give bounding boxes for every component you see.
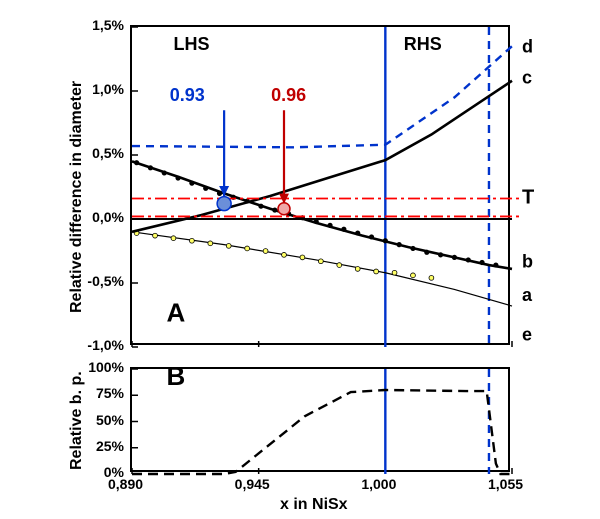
ytick-label: 1,0% (92, 81, 124, 97)
ytick-label: 1,5% (92, 17, 124, 33)
svg-text:b: b (522, 252, 533, 272)
x-axis-title: x in NiSx (280, 496, 348, 514)
svg-text:0.96: 0.96 (271, 85, 306, 105)
figure-container: LHS RHS 0.93 0.96 dc Tbae A B Relative differe… (0, 0, 600, 519)
ytick-label: -0,5% (87, 273, 124, 289)
svg-text:T: T (522, 187, 534, 209)
svg-text:d: d (522, 37, 533, 57)
svg-text:RHS: RHS (404, 34, 442, 54)
panel-a-ylabel: Relative difference in diameter (68, 81, 86, 313)
panel-b-ylabel: Relative b. p. (68, 371, 86, 470)
ytick-label: -1,0% (87, 337, 124, 353)
xtick-label: 0,945 (235, 476, 270, 492)
xtick-label: 1,000 (361, 476, 396, 492)
svg-text:A: A (167, 297, 186, 327)
panel-b: B (130, 367, 510, 472)
ytick-label: 75% (96, 385, 124, 401)
svg-text:e: e (522, 325, 532, 345)
ytick-label: 25% (96, 438, 124, 454)
svg-text:0.93: 0.93 (170, 85, 205, 105)
ytick-label: 50% (96, 412, 124, 428)
svg-text:a: a (522, 285, 533, 305)
ytick-label: 0,5% (92, 145, 124, 161)
xtick-label: 1,055 (488, 476, 523, 492)
panel-a: LHSRHS0.930.96dcTbaeA (130, 25, 510, 345)
ytick-label: 0,0% (92, 209, 124, 225)
svg-text:c: c (522, 67, 532, 87)
svg-text:LHS: LHS (173, 34, 209, 54)
svg-text:B: B (167, 361, 186, 391)
xtick-label: 0,890 (108, 476, 143, 492)
ytick-label: 100% (88, 359, 124, 375)
